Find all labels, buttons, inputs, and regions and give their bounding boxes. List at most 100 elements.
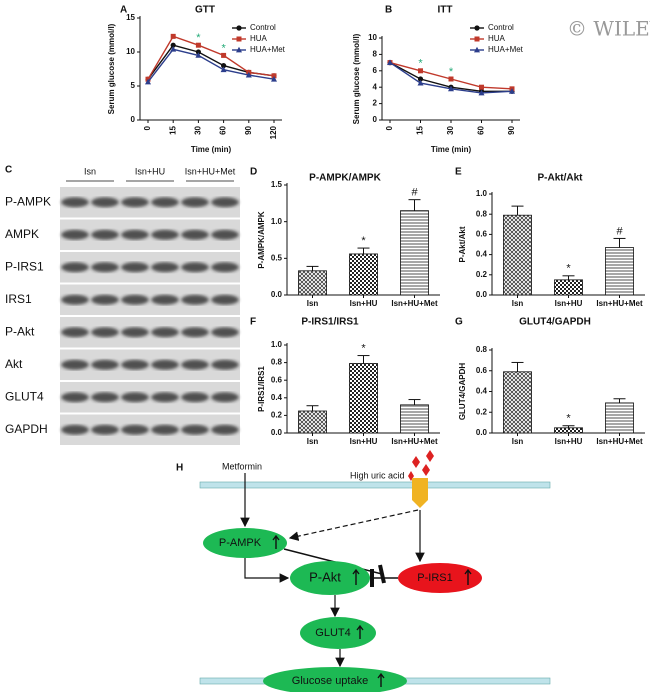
band bbox=[91, 359, 119, 370]
panel-label: B bbox=[385, 5, 392, 16]
x-tick-label: 30 bbox=[194, 125, 203, 134]
bar bbox=[400, 404, 429, 434]
bar bbox=[400, 210, 429, 296]
bar bbox=[349, 253, 378, 296]
legend-label: HUA bbox=[488, 34, 506, 43]
group-label: Isn bbox=[84, 166, 96, 176]
band bbox=[121, 392, 149, 403]
western-blot: C Isn Isn+HU Isn+HU+Met P-AMPK AMPK P-IRS1 IRS… bbox=[5, 165, 240, 445]
chart-title: ITT bbox=[438, 5, 453, 16]
y-tick-label: 10 bbox=[126, 47, 135, 56]
y-axis-label: P-IRS1/IRS1 bbox=[257, 366, 266, 412]
annotation: * bbox=[449, 66, 454, 78]
node-label: Glucose uptake bbox=[292, 675, 368, 687]
point bbox=[448, 85, 454, 92]
bar bbox=[349, 363, 378, 434]
legend-marker bbox=[236, 25, 242, 31]
point bbox=[170, 33, 176, 39]
legend-marker bbox=[474, 36, 480, 42]
band bbox=[151, 229, 179, 240]
membrane bbox=[199, 481, 551, 489]
point bbox=[220, 66, 227, 73]
band bbox=[91, 294, 119, 305]
panel-label: G bbox=[455, 317, 463, 328]
x-tick-label: 60 bbox=[477, 125, 486, 134]
point bbox=[195, 52, 202, 58]
node-label: GLUT4 bbox=[315, 627, 350, 639]
y-tick-label: 4 bbox=[373, 82, 378, 91]
y-tick-label: 0.0 bbox=[271, 428, 283, 437]
y-axis-label: Serum glucose (mmol/l) bbox=[107, 23, 116, 114]
point bbox=[448, 76, 454, 82]
arrow bbox=[244, 558, 290, 583]
band bbox=[61, 262, 89, 273]
x-tick-label: Isn bbox=[307, 437, 319, 446]
y-tick-label: 0.8 bbox=[271, 358, 283, 367]
point bbox=[221, 63, 227, 69]
band bbox=[181, 424, 209, 435]
row-label: P-Akt bbox=[5, 324, 35, 338]
panel-label: H bbox=[176, 463, 183, 474]
x-tick-label: Isn+HU+Met bbox=[391, 299, 438, 308]
y-tick-label: 0.8 bbox=[476, 345, 488, 354]
band bbox=[211, 197, 239, 208]
bar bbox=[503, 371, 532, 434]
significance-mark: * bbox=[566, 413, 571, 425]
panel-label: C bbox=[5, 165, 12, 176]
y-tick-label: 0.6 bbox=[476, 366, 488, 375]
band bbox=[211, 229, 239, 240]
blot-strip bbox=[60, 414, 240, 445]
y-tick-label: 0.2 bbox=[476, 270, 488, 279]
band bbox=[91, 229, 119, 240]
node-label: P-IRS1 bbox=[417, 572, 452, 584]
x-tick-label: Isn+HU+Met bbox=[596, 299, 643, 308]
y-tick-label: 10 bbox=[368, 33, 377, 42]
band bbox=[211, 392, 239, 403]
band bbox=[181, 294, 209, 305]
inhibition-bar bbox=[378, 564, 386, 584]
y-tick-label: 0.2 bbox=[271, 411, 283, 420]
x-tick-label: Isn bbox=[512, 299, 524, 308]
y-axis-label: Serum glucose (mmol/l) bbox=[352, 33, 361, 124]
band bbox=[61, 229, 89, 240]
y-tick-label: 0.0 bbox=[271, 290, 283, 299]
node bbox=[398, 563, 482, 593]
annotation: * bbox=[196, 32, 201, 44]
arrow bbox=[288, 509, 419, 541]
band bbox=[211, 294, 239, 305]
band bbox=[181, 197, 209, 208]
legend-marker bbox=[474, 46, 480, 53]
node bbox=[263, 667, 407, 692]
y-tick-label: 0.5 bbox=[271, 253, 283, 262]
y-tick-label: 0.0 bbox=[476, 290, 488, 299]
band bbox=[91, 262, 119, 273]
y-tick-label: 0.0 bbox=[476, 428, 488, 437]
x-tick-label: Isn+HU bbox=[555, 299, 583, 308]
bar bbox=[554, 427, 583, 434]
x-tick-label: 0 bbox=[143, 125, 152, 130]
legend-marker bbox=[236, 46, 242, 53]
y-tick-label: 0.4 bbox=[476, 250, 488, 259]
x-tick-label: 0 bbox=[385, 125, 394, 130]
band bbox=[151, 294, 179, 305]
band bbox=[61, 294, 89, 305]
y-tick-label: 1.0 bbox=[476, 189, 488, 198]
y-tick-label: 0.6 bbox=[476, 230, 488, 239]
significance-mark: # bbox=[411, 187, 418, 199]
point bbox=[170, 42, 176, 48]
point bbox=[145, 78, 151, 85]
significance-mark: * bbox=[361, 235, 366, 247]
chart-title: P-AMPK/AMPK bbox=[309, 173, 381, 184]
bar bbox=[554, 279, 583, 296]
bar bbox=[298, 270, 327, 296]
group-label: Isn+HU+Met bbox=[185, 166, 236, 176]
band bbox=[91, 392, 119, 403]
band bbox=[151, 197, 179, 208]
point bbox=[418, 68, 423, 74]
band bbox=[181, 327, 209, 338]
row-label: GLUT4 bbox=[5, 389, 44, 403]
y-axis-label: P-Akt/Akt bbox=[458, 226, 467, 262]
band bbox=[121, 327, 149, 338]
band bbox=[181, 392, 209, 403]
